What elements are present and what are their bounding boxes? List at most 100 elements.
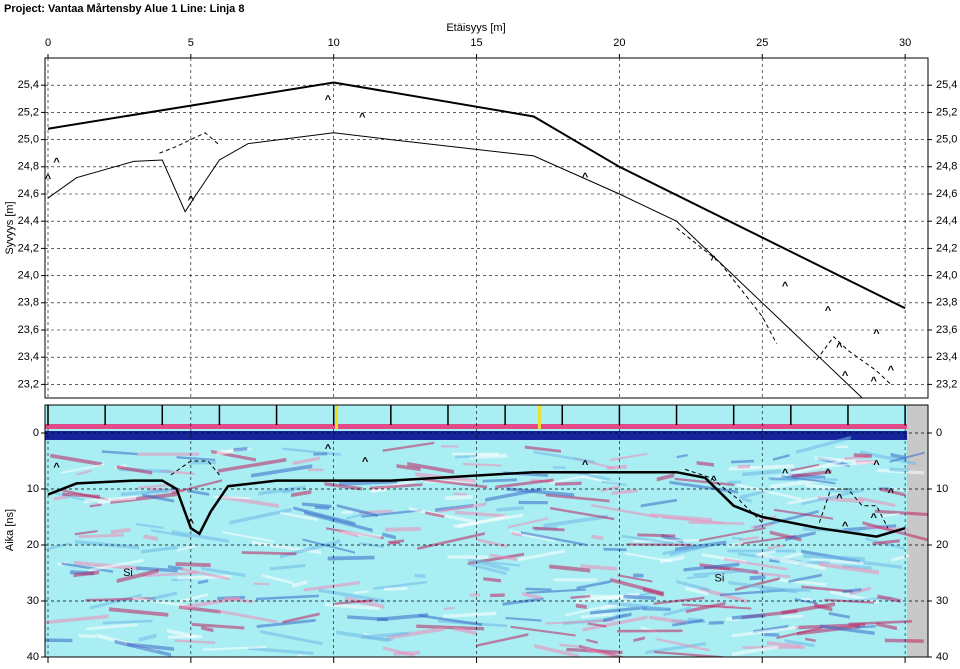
radargram-texture	[552, 466, 566, 470]
radargram-texture	[723, 557, 788, 571]
radargram-texture	[189, 461, 217, 465]
radargram-texture	[416, 624, 485, 631]
x-tick-label: 0	[45, 37, 51, 49]
radargram-texture	[138, 483, 174, 489]
radargram-texture	[884, 638, 924, 643]
radargram-texture	[842, 564, 872, 570]
radargram-texture	[297, 654, 321, 657]
radargram-texture	[855, 624, 876, 629]
radargram-texture	[136, 522, 164, 530]
radargram-texture	[731, 536, 743, 540]
marker: ^	[188, 518, 195, 530]
radargram-texture	[889, 467, 909, 473]
radargram-texture	[191, 622, 245, 630]
radargram-texture	[255, 594, 319, 601]
radargram-texture	[842, 587, 862, 594]
y-tick-label: 23,4	[936, 351, 957, 363]
radargram-texture	[455, 510, 507, 518]
marker: ^	[836, 493, 843, 505]
radargram-texture	[203, 645, 267, 651]
marker: ^	[582, 172, 589, 184]
y-tick-label: 24,0	[936, 270, 957, 282]
radargram-texture	[532, 526, 565, 532]
radargram-texture	[407, 462, 454, 474]
line-series	[159, 132, 220, 154]
radargram-texture	[586, 638, 598, 644]
radargram-texture	[444, 494, 473, 501]
radargram-texture	[444, 606, 455, 611]
radargram-texture	[86, 623, 138, 631]
plot-area: ^^^^^^^^^^^^ ^^	[45, 58, 928, 398]
marker: ^	[870, 376, 877, 388]
radargram-texture	[292, 456, 320, 466]
y-tick-label: 25,4	[18, 79, 39, 91]
marker: ^	[710, 254, 717, 266]
radargram-texture	[137, 452, 200, 456]
radargram-texture	[301, 502, 332, 509]
y-tick-label: 24,2	[18, 242, 39, 254]
marker: ^	[782, 280, 789, 292]
radargram-texture	[386, 626, 445, 640]
radargram-texture	[490, 593, 505, 598]
radargram-texture	[489, 553, 518, 562]
radargram-texture	[601, 480, 627, 487]
radargram-texture	[827, 488, 854, 493]
radargram-texture	[553, 578, 597, 582]
radargram-texture	[790, 463, 820, 472]
radargram-texture	[525, 588, 586, 594]
line-series	[684, 468, 763, 523]
radargram-texture	[766, 641, 802, 649]
x-tick-label: 15	[470, 37, 482, 49]
radargram-texture	[485, 487, 542, 502]
radargram-texture	[787, 493, 839, 505]
radargram-texture	[147, 591, 177, 602]
radargram-texture	[727, 541, 744, 548]
marker: ^	[842, 370, 849, 382]
radargram-texture	[591, 534, 604, 540]
radargram-texture	[874, 509, 928, 517]
direct-wave	[45, 431, 907, 440]
radargram-texture	[663, 606, 691, 617]
radargram-texture	[773, 508, 834, 520]
radargram-texture	[587, 622, 607, 628]
radargram-texture	[291, 490, 312, 498]
y-tick-label: 0	[936, 427, 942, 439]
line-series	[47, 470, 906, 538]
radargram-texture	[453, 626, 477, 636]
radargram-texture	[452, 452, 499, 456]
radargram-edge	[907, 405, 928, 657]
page-title: Project: Vantaa Mårtensby Alue 1 Line: L…	[4, 3, 244, 15]
radargram-texture	[46, 614, 109, 625]
radargram-texture	[280, 511, 318, 522]
radargram-texture	[261, 573, 293, 585]
radargram-texture	[853, 453, 872, 458]
radargram-texture	[814, 603, 833, 612]
radargram-texture	[860, 450, 916, 466]
radargram-texture	[109, 607, 169, 617]
radargram-texture	[607, 600, 667, 612]
radargram-texture	[756, 549, 776, 557]
radargram-texture	[505, 616, 542, 622]
radargram-texture	[731, 645, 779, 657]
radargram-texture	[477, 538, 508, 548]
radargram-texture	[382, 441, 435, 452]
y-tick-label: 24,8	[18, 161, 39, 173]
radargram-texture	[783, 551, 803, 560]
y-tick-label: 24,6	[936, 188, 957, 200]
radargram-texture	[524, 445, 561, 453]
radargram-texture	[575, 603, 587, 610]
radargram-texture	[858, 496, 896, 508]
radargram-texture	[102, 619, 153, 625]
radargram-texture	[78, 634, 97, 638]
radargram-texture	[260, 630, 323, 646]
radargram-texture	[683, 562, 740, 572]
radargram-texture	[141, 545, 178, 554]
radargram-texture	[45, 542, 71, 551]
radargram-texture	[389, 541, 401, 545]
marker: ^	[582, 459, 589, 471]
radargram-texture	[455, 454, 477, 459]
radargram-texture	[685, 601, 726, 614]
radargram-texture	[414, 573, 426, 578]
radargram-texture	[179, 592, 209, 604]
y-axis-title: Syvyys [m]	[4, 201, 16, 254]
